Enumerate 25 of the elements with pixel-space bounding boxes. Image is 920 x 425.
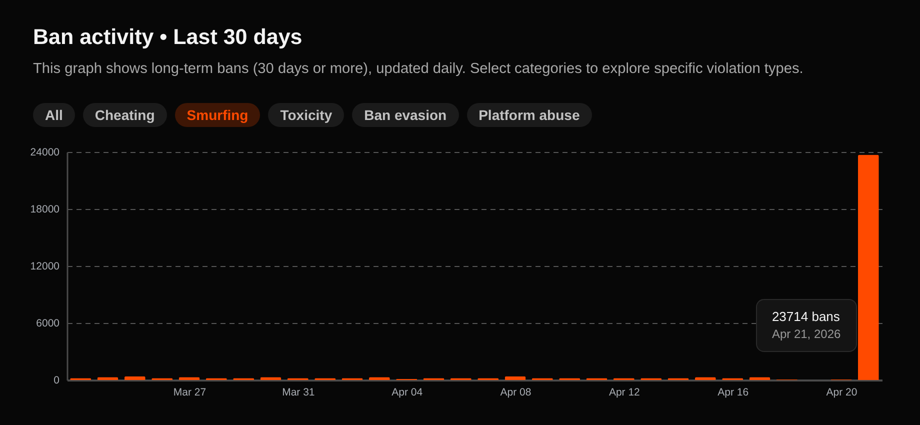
x-tick-label: Apr 04 [392, 386, 423, 398]
y-tick-label: 12000 [30, 260, 60, 272]
y-tick-label: 18000 [30, 204, 60, 216]
y-tick-label: 0 [54, 374, 60, 386]
x-tick-label: Apr 08 [500, 386, 532, 398]
x-tick-label: Apr 12 [608, 386, 640, 398]
annotation: 23714 bans [772, 308, 841, 326]
text: All [33, 103, 75, 127]
bar [858, 154, 879, 380]
bar [504, 376, 526, 380]
x-tick-label: Mar 27 [173, 386, 206, 398]
text: Ban evasion [352, 103, 459, 127]
annotation: Apr 21, 2026 [772, 326, 841, 342]
tooltip: 23714 bans Apr 21, 2026 [756, 299, 857, 352]
x-tick-label: Mar 31 [282, 386, 315, 398]
x-tick-label: Apr 16 [718, 386, 749, 398]
chart-subtitle: This graph shows long-term bans (30 days or more), updated daily. Select categories to explore specific violation types. [33, 61, 804, 78]
text: Toxicity [268, 103, 344, 127]
text: Smurfing [174, 103, 260, 127]
y-tick-label: 6000 [36, 318, 60, 330]
chart-title: Ban activity • Last 30 days [33, 24, 304, 51]
text: Platform abuse [466, 103, 592, 127]
y-tick-label: 24000 [30, 146, 60, 158]
x-tick-label: Apr 20 [826, 386, 858, 398]
text: Cheating [82, 103, 167, 127]
